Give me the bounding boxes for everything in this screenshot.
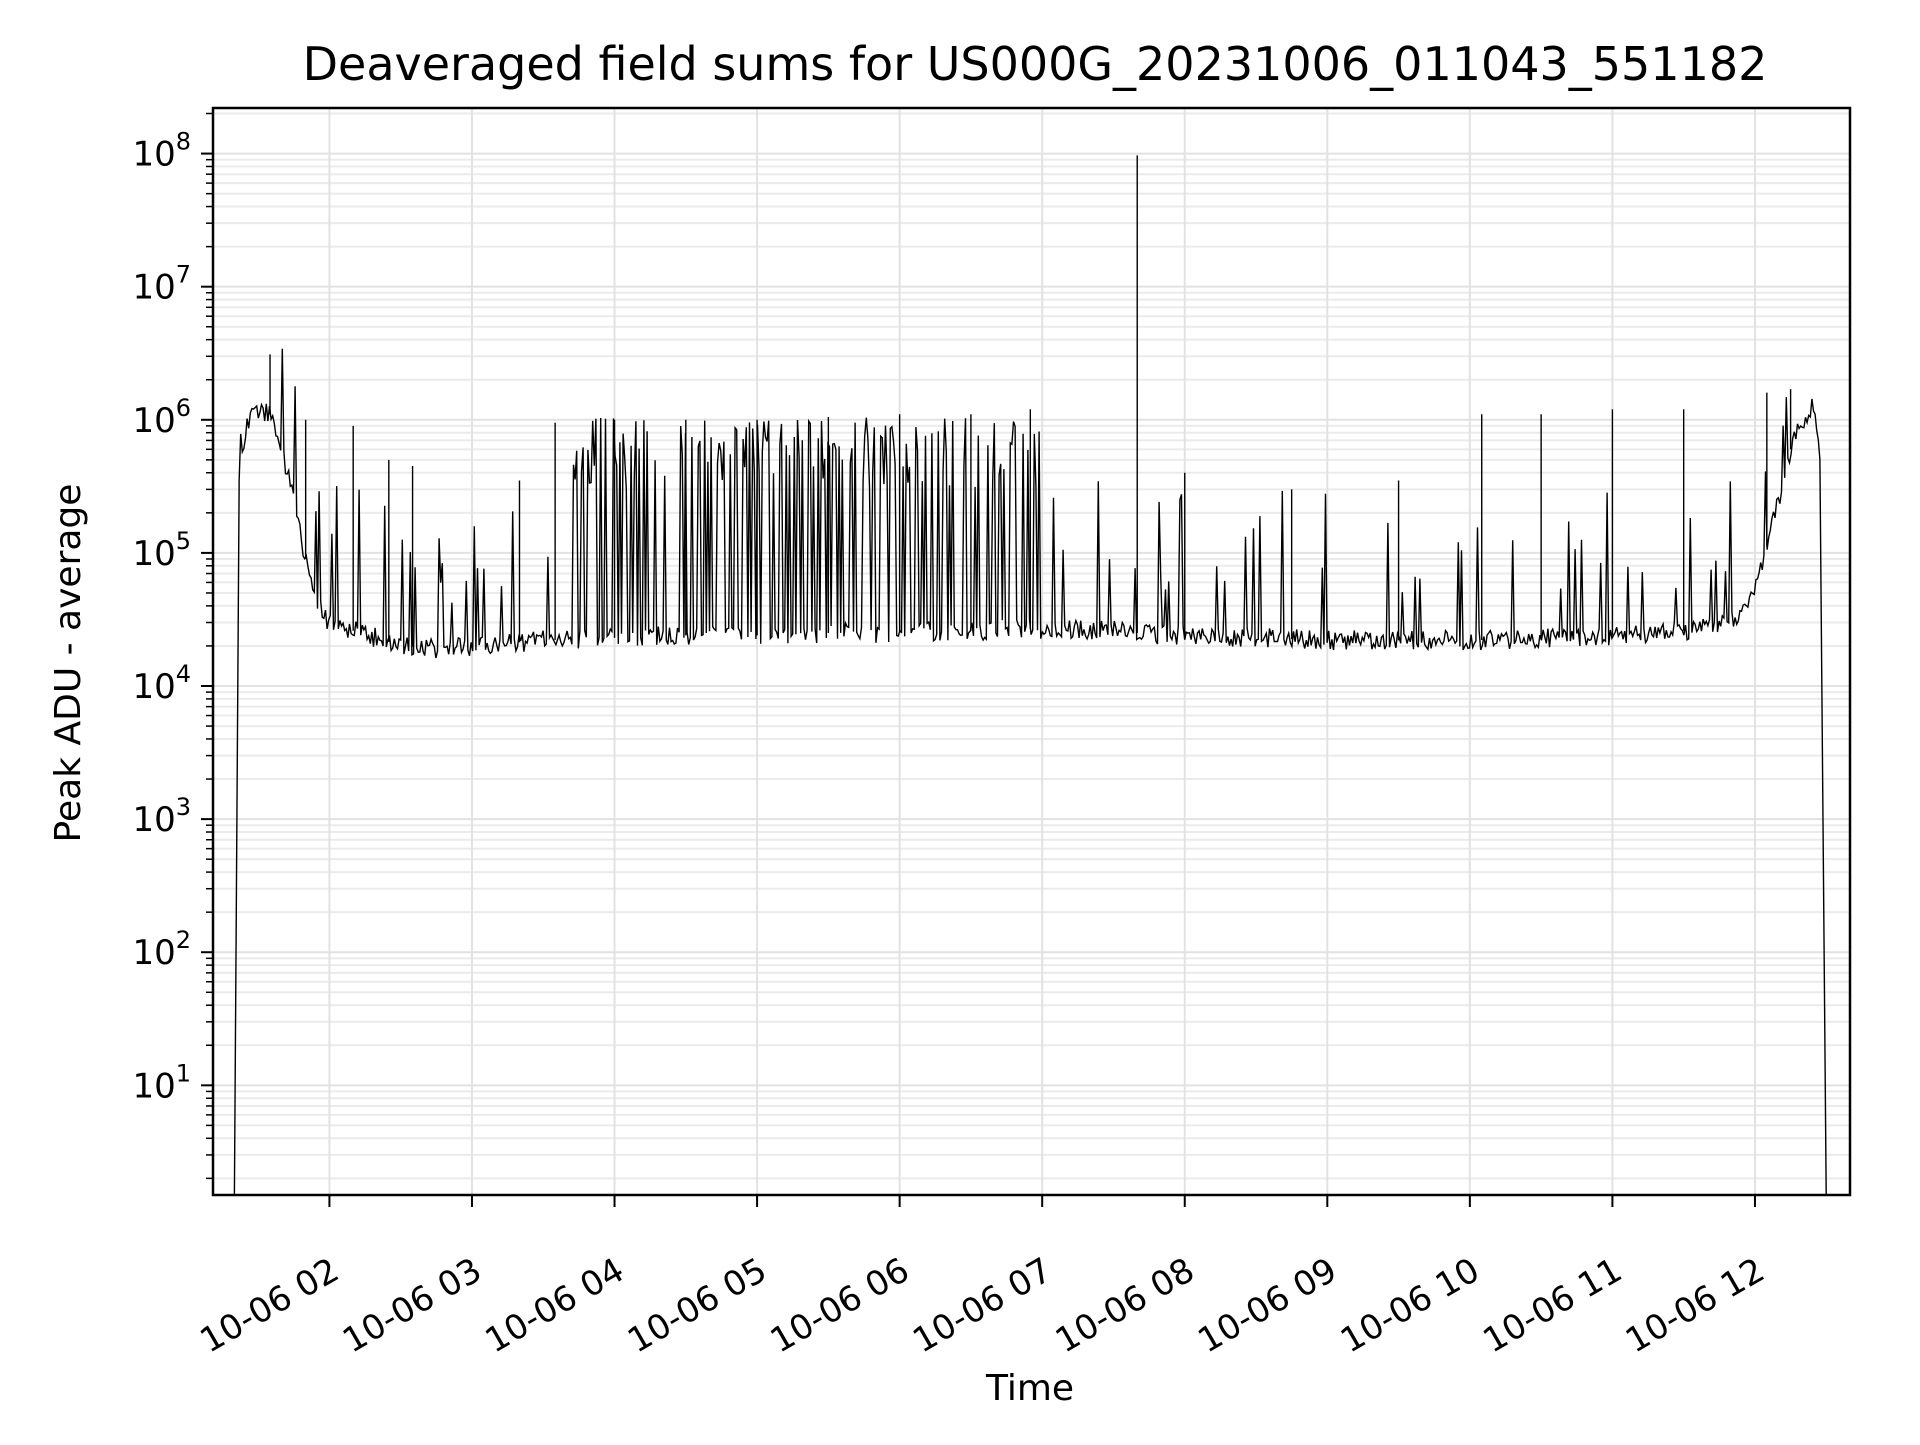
y-tick-label: 101 — [132, 1059, 191, 1106]
plot-frame — [211, 106, 1852, 1197]
y-tick-label: 104 — [132, 660, 191, 707]
y-tick-label: 102 — [132, 926, 191, 973]
y-axis-label: Peak ADU - average — [48, 484, 89, 843]
chart-title: Deaveraged field sums for US000G_2023100… — [303, 37, 1768, 91]
series-layer — [233, 155, 1827, 1196]
y-tick-label: 106 — [132, 394, 191, 441]
x-axis-label: Time — [985, 1368, 1074, 1409]
series-line — [233, 348, 1827, 1196]
y-tick-label: 107 — [132, 261, 191, 308]
grid-layer — [213, 108, 1850, 1195]
y-tick-label: 103 — [132, 793, 191, 840]
y-tick-label: 108 — [132, 128, 191, 175]
y-tick-label: 105 — [132, 527, 191, 574]
